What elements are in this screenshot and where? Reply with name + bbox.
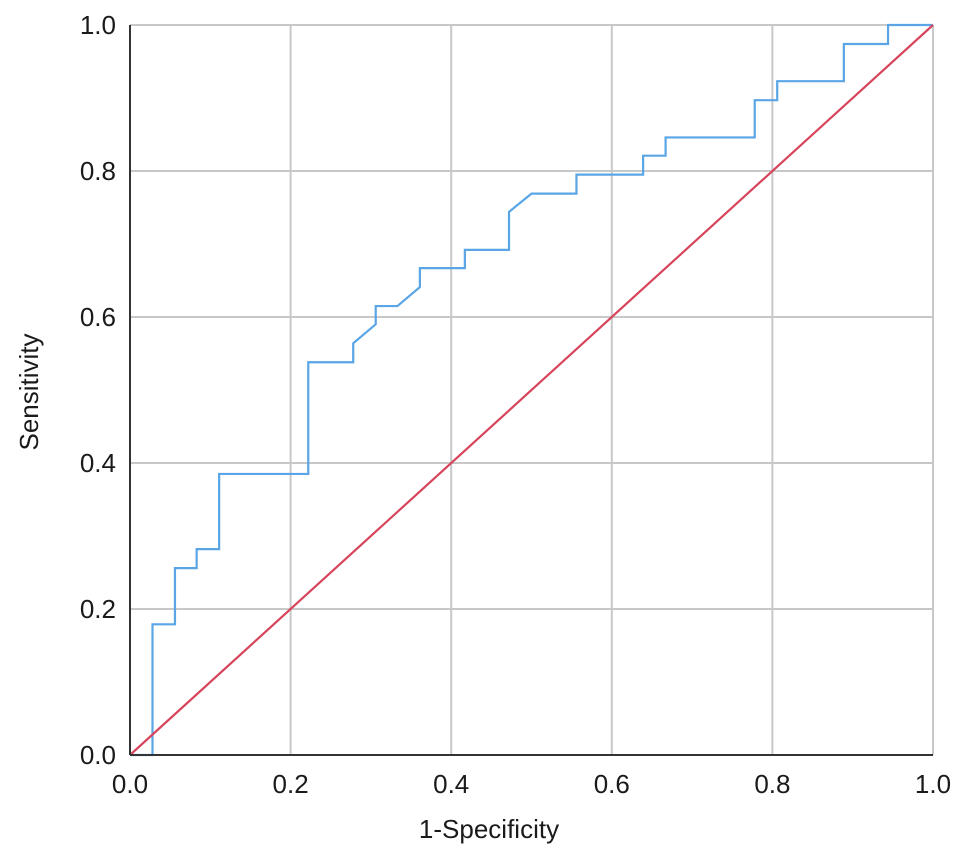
series-layer [129, 23, 934, 757]
y-tick-label: 0.0 [80, 740, 116, 770]
x-tick-label: 0.4 [433, 769, 469, 799]
x-tick-label: 0.6 [594, 769, 630, 799]
x-tick-label: 0.8 [754, 769, 790, 799]
roc-curve-line [130, 23, 933, 757]
x-tick-labels: 0.0 0.2 0.4 0.6 0.8 1.0 [112, 769, 951, 799]
axes [129, 25, 933, 756]
x-tick-label: 1.0 [915, 769, 951, 799]
y-tick-label: 0.4 [80, 448, 116, 478]
x-axis-title: 1-Specificity [419, 814, 559, 844]
x-tick-label: 0.0 [112, 769, 148, 799]
reference-diagonal-line [129, 24, 934, 756]
y-tick-label: 1.0 [80, 10, 116, 40]
y-tick-label: 0.8 [80, 156, 116, 186]
x-tick-label: 0.2 [273, 769, 309, 799]
y-tick-labels: 0.0 0.2 0.4 0.6 0.8 1.0 [80, 10, 116, 770]
y-tick-label: 0.2 [80, 594, 116, 624]
y-axis-title: Sensitivity [14, 333, 44, 450]
y-tick-label: 0.6 [80, 302, 116, 332]
